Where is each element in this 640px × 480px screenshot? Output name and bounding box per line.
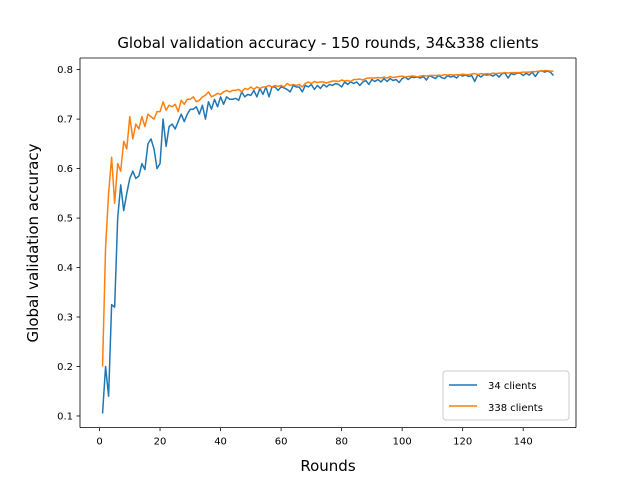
x-tick-label: 20 (154, 437, 167, 448)
legend-label-34-clients: 34 clients (488, 381, 537, 392)
x-tick-label: 120 (453, 437, 472, 448)
y-axis-ticks: 0.1 0.2 0.3 0.4 0.5 0.6 0.7 0.8 (57, 65, 80, 422)
x-axis-ticks: 0 20 40 60 80 100 120 140 (96, 427, 533, 448)
y-tick-label: 0.1 (57, 411, 73, 422)
series-layer (101, 69, 555, 414)
y-tick-label: 0.4 (57, 263, 73, 274)
y-tick-label: 0.6 (57, 164, 73, 175)
x-tick-label: 0 (96, 437, 102, 448)
y-tick-label: 0.7 (57, 115, 73, 126)
y-tick-label: 0.8 (57, 65, 73, 76)
x-axis-label: Rounds (300, 457, 355, 475)
x-tick-label: 80 (335, 437, 348, 448)
legend-label-338-clients: 338 clients (488, 403, 543, 414)
y-tick-label: 0.2 (57, 362, 73, 373)
chart-title: Global validation accuracy - 150 rounds,… (117, 34, 539, 52)
series-line-338-clients (101, 69, 554, 367)
x-tick-label: 100 (393, 437, 412, 448)
legend: 34 clients 338 clients (442, 370, 570, 421)
x-tick-label: 140 (514, 437, 533, 448)
x-tick-label: 40 (214, 437, 227, 448)
y-tick-label: 0.3 (57, 313, 73, 324)
y-axis-label: Global validation accuracy (24, 143, 42, 342)
axes-layer (79, 57, 577, 429)
legend-box (442, 370, 570, 421)
x-tick-label: 60 (275, 437, 288, 448)
y-tick-label: 0.5 (57, 214, 73, 225)
